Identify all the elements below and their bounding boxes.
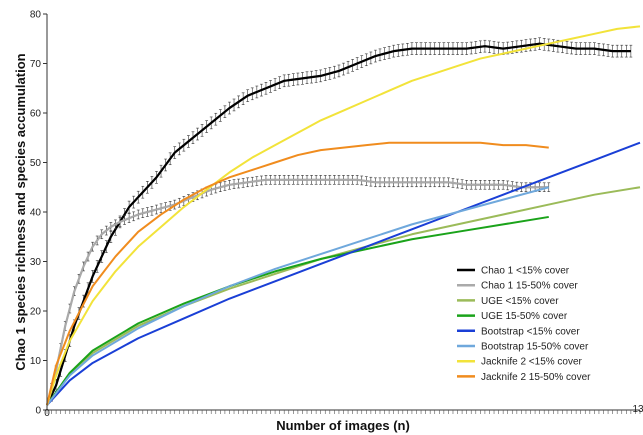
legend-label: Chao 1 15-50% cover	[481, 281, 578, 292]
legend-item: Jacknife 2 15-50% cover	[457, 372, 591, 383]
y-tick-label: 60	[30, 109, 42, 120]
series-line	[46, 25, 641, 406]
legend-item: UGE 15-50% cover	[457, 311, 568, 322]
y-tick-label: 30	[30, 257, 42, 268]
y-tick-label: 20	[30, 307, 42, 318]
series-3	[46, 215, 549, 406]
series-7	[46, 141, 549, 406]
y-tick-label: 10	[30, 356, 42, 367]
series-layer	[45, 25, 641, 406]
legend-item: UGE <15% cover	[457, 296, 559, 307]
legend-item: Chao 1 <15% cover	[457, 266, 570, 277]
series-1	[45, 175, 551, 406]
legend-label: Jacknife 2 <15% cover	[481, 357, 583, 368]
legend-item: Chao 1 15-50% cover	[457, 281, 578, 292]
series-line	[46, 141, 549, 406]
y-tick-label: 0	[35, 406, 41, 417]
legend-item: Bootstrap <15% cover	[457, 326, 580, 337]
y-tick-label: 50	[30, 158, 42, 169]
y-axis-title: Chao 1 species richness and species accu…	[13, 53, 28, 370]
legend-label: UGE 15-50% cover	[481, 311, 568, 322]
series-line	[46, 215, 549, 406]
x-tick-label-start: 0	[44, 408, 50, 419]
y-tick-label: 80	[30, 10, 42, 21]
series-line	[45, 178, 549, 406]
axes: 0 10 20 30 40 50 60 70 80 0 13	[30, 10, 643, 420]
legend-label: Bootstrap <15% cover	[481, 326, 580, 337]
series-5	[46, 186, 550, 406]
series-6	[46, 25, 641, 406]
legend-label: UGE <15% cover	[481, 296, 559, 307]
legend-label: Chao 1 <15% cover	[481, 266, 570, 277]
series-4	[46, 141, 641, 406]
series-line-overlay	[46, 178, 549, 406]
x-tick-label-end: 13	[632, 404, 643, 415]
legend-label: Jacknife 2 15-50% cover	[481, 372, 591, 383]
series-line	[46, 186, 550, 406]
legend-item: Bootstrap 15-50% cover	[457, 342, 589, 353]
series-line	[46, 141, 641, 406]
legend-item: Jacknife 2 <15% cover	[457, 357, 583, 368]
legend-label: Bootstrap 15-50% cover	[481, 342, 589, 353]
y-tick-label: 40	[30, 208, 42, 219]
series-line-overlay	[46, 42, 631, 406]
y-tick-label: 70	[30, 59, 42, 70]
x-axis-title: Number of images (n)	[276, 418, 410, 433]
legend: Chao 1 <15% cover Chao 1 15-50% cover UGE …	[457, 266, 591, 383]
